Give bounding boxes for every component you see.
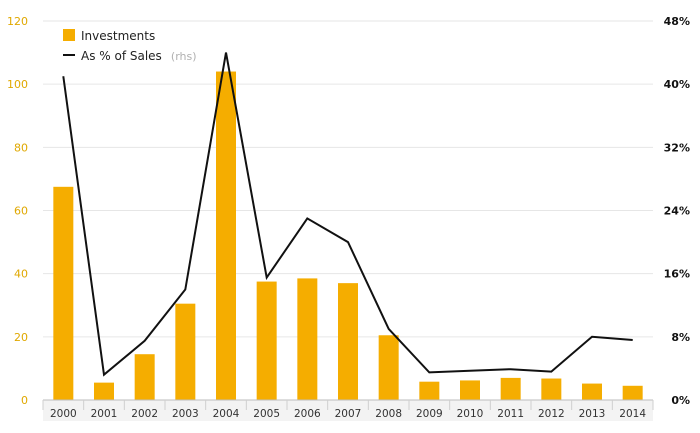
gridlines <box>43 20 653 338</box>
x-tick-label: 2011 <box>497 408 524 420</box>
bar-2011 <box>500 377 521 400</box>
y-right-tick-label: 48% <box>664 15 690 28</box>
y-left-tick-label: 0 <box>21 394 28 407</box>
legend-label-rhs: (rhs) <box>171 50 197 63</box>
x-tick-label: 2013 <box>579 408 606 420</box>
y-left-tick-label: 60 <box>14 205 28 218</box>
bar-2013 <box>582 383 602 400</box>
legend: Investments As % of Sales (rhs) <box>63 29 197 64</box>
bar-2003 <box>175 303 196 400</box>
bar-2004 <box>216 71 236 401</box>
y-right-tick-label: 32% <box>664 141 690 154</box>
x-axis: 2000 2001 2002 2003 2004 2005 2006 2007 2008 2009… <box>42 399 654 421</box>
x-tick-label: 2010 <box>457 408 484 420</box>
bar-2001 <box>94 382 114 400</box>
x-tick-label: 2009 <box>416 408 443 420</box>
y-axis-left: 0 20 40 60 80 100 120 <box>7 15 28 407</box>
legend-swatch-investments <box>63 29 75 41</box>
y-left-tick-label: 20 <box>14 331 28 344</box>
y-left-tick-label: 120 <box>7 15 28 28</box>
x-tick-label: 2002 <box>131 408 158 420</box>
x-tick-label: 2000 <box>50 408 77 420</box>
x-tick-label: 2006 <box>294 408 321 420</box>
x-tick-label: 2014 <box>619 408 646 420</box>
x-tick-label: 2005 <box>253 408 280 420</box>
y-left-tick-label: 40 <box>14 268 28 281</box>
bar-2012 <box>541 378 562 400</box>
y-right-tick-label: 0% <box>671 394 690 407</box>
bar-2009 <box>419 381 440 400</box>
legend-label-pct-of-sales-row: As % of Sales (rhs) <box>81 45 197 64</box>
bar-2005 <box>256 281 277 400</box>
x-tick-label: 2012 <box>538 408 565 420</box>
bar-series-investments <box>53 71 643 401</box>
x-tick-label: 2004 <box>213 408 240 420</box>
y-left-tick-label: 80 <box>14 141 28 154</box>
bar-2002 <box>134 354 155 400</box>
x-tick-label: 2003 <box>172 408 199 420</box>
y-left-tick-label: 100 <box>7 78 28 91</box>
y-right-tick-label: 24% <box>664 205 690 218</box>
x-axis-band <box>43 400 653 421</box>
line-pct-of-sales <box>62 52 633 377</box>
x-tick-label: 2001 <box>91 408 118 420</box>
bar-2006 <box>297 278 318 400</box>
line-series-pct-of-sales <box>62 52 633 377</box>
y-axis-right: 0% 8% 16% 24% 32% 40% 48% <box>664 15 690 407</box>
bar-2007 <box>338 283 358 400</box>
bar-2010 <box>460 380 480 400</box>
x-tick-label: 2008 <box>375 408 402 420</box>
legend-label-pct-of-sales: As % of Sales <box>81 49 162 63</box>
bar-2000 <box>53 186 74 400</box>
y-right-tick-label: 16% <box>664 268 690 281</box>
bar-2014 <box>622 385 643 400</box>
bar-2008 <box>378 335 399 400</box>
legend-label-investments: Investments <box>81 29 155 43</box>
x-tick-label: 2007 <box>335 408 362 420</box>
y-right-tick-label: 40% <box>664 78 690 91</box>
y-right-tick-label: 8% <box>671 331 690 344</box>
